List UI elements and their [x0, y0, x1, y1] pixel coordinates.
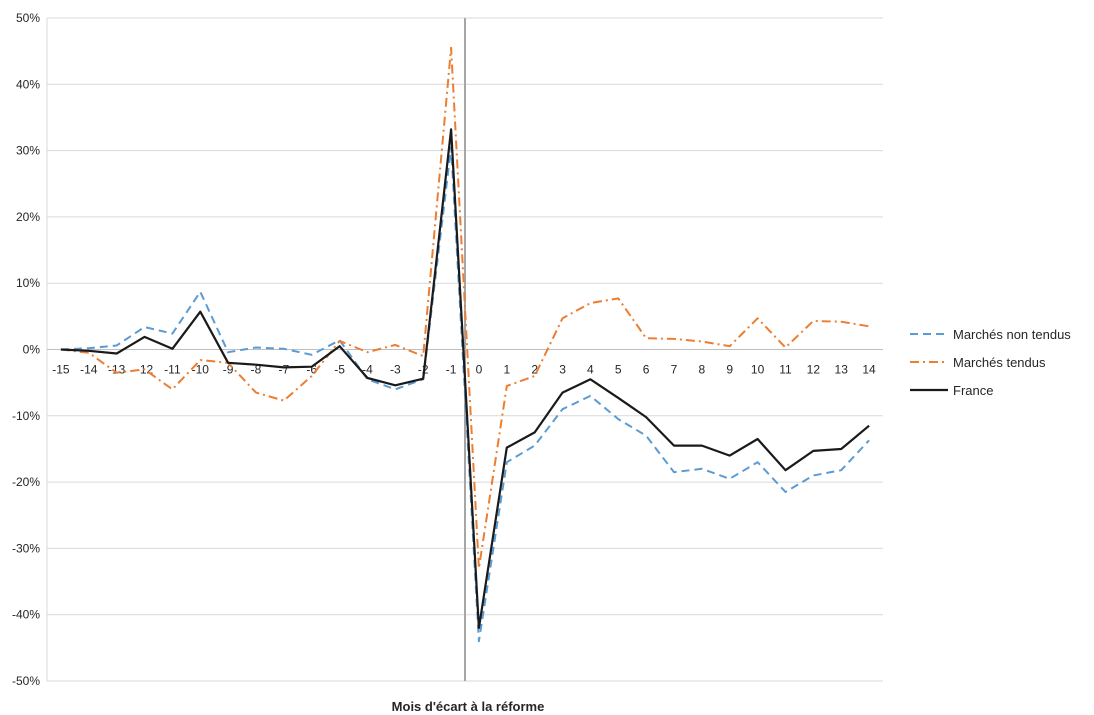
legend-label: Marchés tendus — [953, 355, 1046, 370]
x-tick-label: 7 — [671, 363, 678, 377]
x-tick-label: 6 — [643, 363, 650, 377]
legend-label: Marchés non tendus — [953, 327, 1071, 342]
x-tick-label: -7 — [279, 363, 290, 377]
y-tick-label: -50% — [12, 674, 40, 688]
legend: Marchés non tendus Marchés tendus France — [910, 327, 1071, 398]
x-tick-label: 5 — [615, 363, 622, 377]
x-tick-label: -15 — [52, 363, 70, 377]
x-tick-label: 2 — [531, 363, 538, 377]
series-line-france — [60, 128, 870, 630]
x-tick-label: 9 — [726, 363, 733, 377]
y-tick-label: -40% — [12, 608, 40, 622]
y-tick-label: 20% — [16, 210, 40, 224]
y-tick-label: 30% — [16, 144, 40, 158]
x-tick-label: -9 — [223, 363, 234, 377]
y-tick-label: 0% — [23, 343, 41, 357]
x-tick-label: 10 — [751, 363, 765, 377]
x-tick-label: -11 — [164, 363, 181, 377]
y-tick-label: -10% — [12, 409, 40, 423]
x-tick-label: -6 — [306, 363, 317, 377]
x-tick-label: -8 — [251, 363, 262, 377]
x-tick-label: -14 — [80, 363, 98, 377]
x-tick-label: 1 — [503, 363, 510, 377]
x-tick-label: 14 — [862, 363, 876, 377]
y-tick-label: -20% — [12, 475, 40, 489]
x-axis-label: Mois d'écart à la réforme — [392, 699, 545, 714]
x-tick-label: -5 — [334, 363, 345, 377]
x-tick-label: -13 — [108, 363, 126, 377]
y-tick-label: 40% — [16, 77, 40, 91]
legend-label: France — [953, 383, 993, 398]
y-tick-label: 10% — [16, 276, 40, 290]
series-lines — [60, 46, 870, 643]
x-tick-label: -3 — [390, 363, 401, 377]
series-line-march-s-tendus — [60, 46, 870, 570]
y-tick-label: 50% — [16, 11, 40, 25]
x-tick-label: 11 — [779, 363, 792, 377]
x-tick-label: 8 — [699, 363, 706, 377]
x-tick-label: 12 — [807, 363, 821, 377]
x-tick-label: -4 — [362, 363, 373, 377]
y-tick-label: -30% — [12, 541, 40, 555]
x-tick-label: 3 — [559, 363, 566, 377]
x-tick-label: -10 — [192, 363, 210, 377]
x-tick-label: -1 — [446, 363, 457, 377]
x-tick-label: 13 — [835, 363, 849, 377]
x-tick-label: 0 — [476, 363, 483, 377]
x-tick-label: 4 — [587, 363, 594, 377]
y-axis-tick-labels: -50% -40% -30% -20% -10% 0% 10% 20% 30% 40% 50% — [12, 11, 40, 688]
